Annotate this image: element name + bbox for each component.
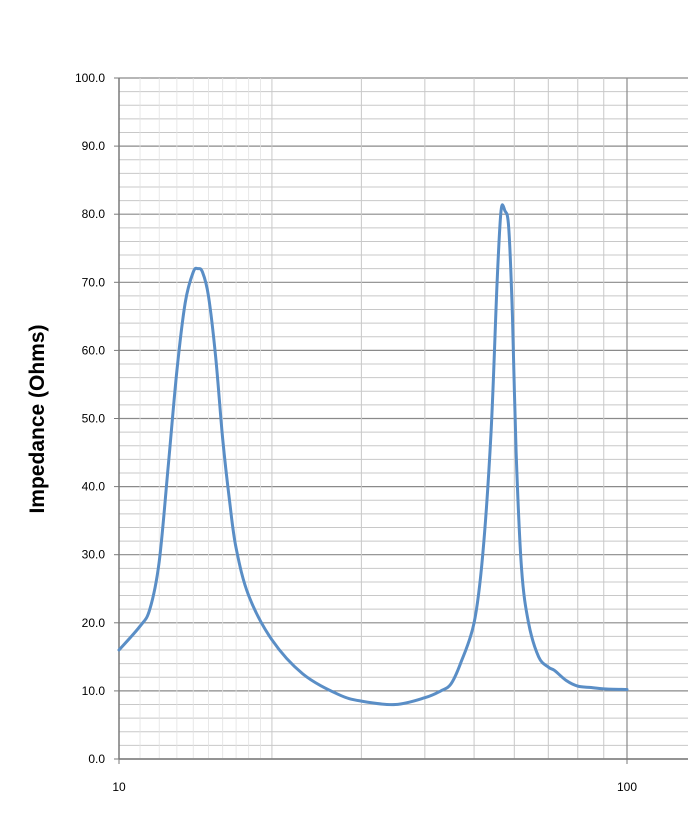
data-point xyxy=(527,622,529,624)
data-point xyxy=(504,210,506,212)
data-point xyxy=(247,594,249,596)
data-point xyxy=(201,271,203,273)
grid-lines xyxy=(118,77,688,760)
y-axis-label: Impedance (Ohms) xyxy=(26,324,49,514)
data-point xyxy=(440,690,442,692)
data-point xyxy=(302,673,304,675)
data-point xyxy=(565,679,567,681)
data-point xyxy=(167,465,169,467)
data-point xyxy=(450,683,452,685)
data-point xyxy=(207,295,209,297)
tick-labels: 0.0 10.0 20.0 30.0 40.0 50.0 60.0 70.0 80.0 90.0 1… xyxy=(75,71,637,794)
y-tick-label: 0.0 xyxy=(88,752,105,766)
data-point xyxy=(520,567,522,569)
data-point xyxy=(184,302,186,304)
y-tick-label: 70.0 xyxy=(82,275,106,289)
data-point xyxy=(537,656,539,658)
data-point xyxy=(192,271,194,273)
y-tick-label: 90.0 xyxy=(82,139,106,153)
y-tick-label: 80.0 xyxy=(82,207,106,221)
y-tick-label: 30.0 xyxy=(82,548,106,562)
data-point xyxy=(473,622,475,624)
data-point xyxy=(235,547,237,549)
data-point xyxy=(394,703,396,705)
y-tick-label: 40.0 xyxy=(82,480,106,494)
data-point xyxy=(337,693,339,695)
data-point xyxy=(603,688,605,690)
data-point xyxy=(508,227,510,229)
series-layer xyxy=(117,203,629,707)
data-point xyxy=(197,267,199,269)
data-point xyxy=(490,431,492,433)
data-point xyxy=(424,697,426,699)
data-point xyxy=(214,356,216,358)
impedance-series-line xyxy=(117,203,629,707)
x-tick-label: 10 xyxy=(112,780,126,794)
data-point xyxy=(496,281,498,283)
data-point xyxy=(149,608,151,610)
data-point xyxy=(221,438,223,440)
y-tick-label: 20.0 xyxy=(82,616,106,630)
data-point xyxy=(176,370,178,372)
data-point xyxy=(553,669,555,671)
data-point xyxy=(271,639,273,641)
data-point xyxy=(158,560,160,562)
axes xyxy=(114,77,688,764)
y-tick-label: 100.0 xyxy=(75,71,105,85)
data-point xyxy=(577,685,579,687)
y-tick-label: 10.0 xyxy=(82,684,106,698)
x-tick-label: 100 xyxy=(617,780,637,794)
data-point xyxy=(228,499,230,501)
y-tick-label: 60.0 xyxy=(82,343,106,357)
data-point xyxy=(482,554,484,556)
data-point xyxy=(139,625,141,627)
data-point xyxy=(360,700,362,702)
y-tick-label: 50.0 xyxy=(82,412,106,426)
data-point xyxy=(590,686,592,688)
data-point xyxy=(118,649,120,651)
data-point xyxy=(547,666,549,668)
data-point xyxy=(626,688,628,690)
data-point xyxy=(511,315,513,317)
data-point xyxy=(500,210,502,212)
data-point xyxy=(459,662,461,664)
data-point xyxy=(515,451,517,453)
